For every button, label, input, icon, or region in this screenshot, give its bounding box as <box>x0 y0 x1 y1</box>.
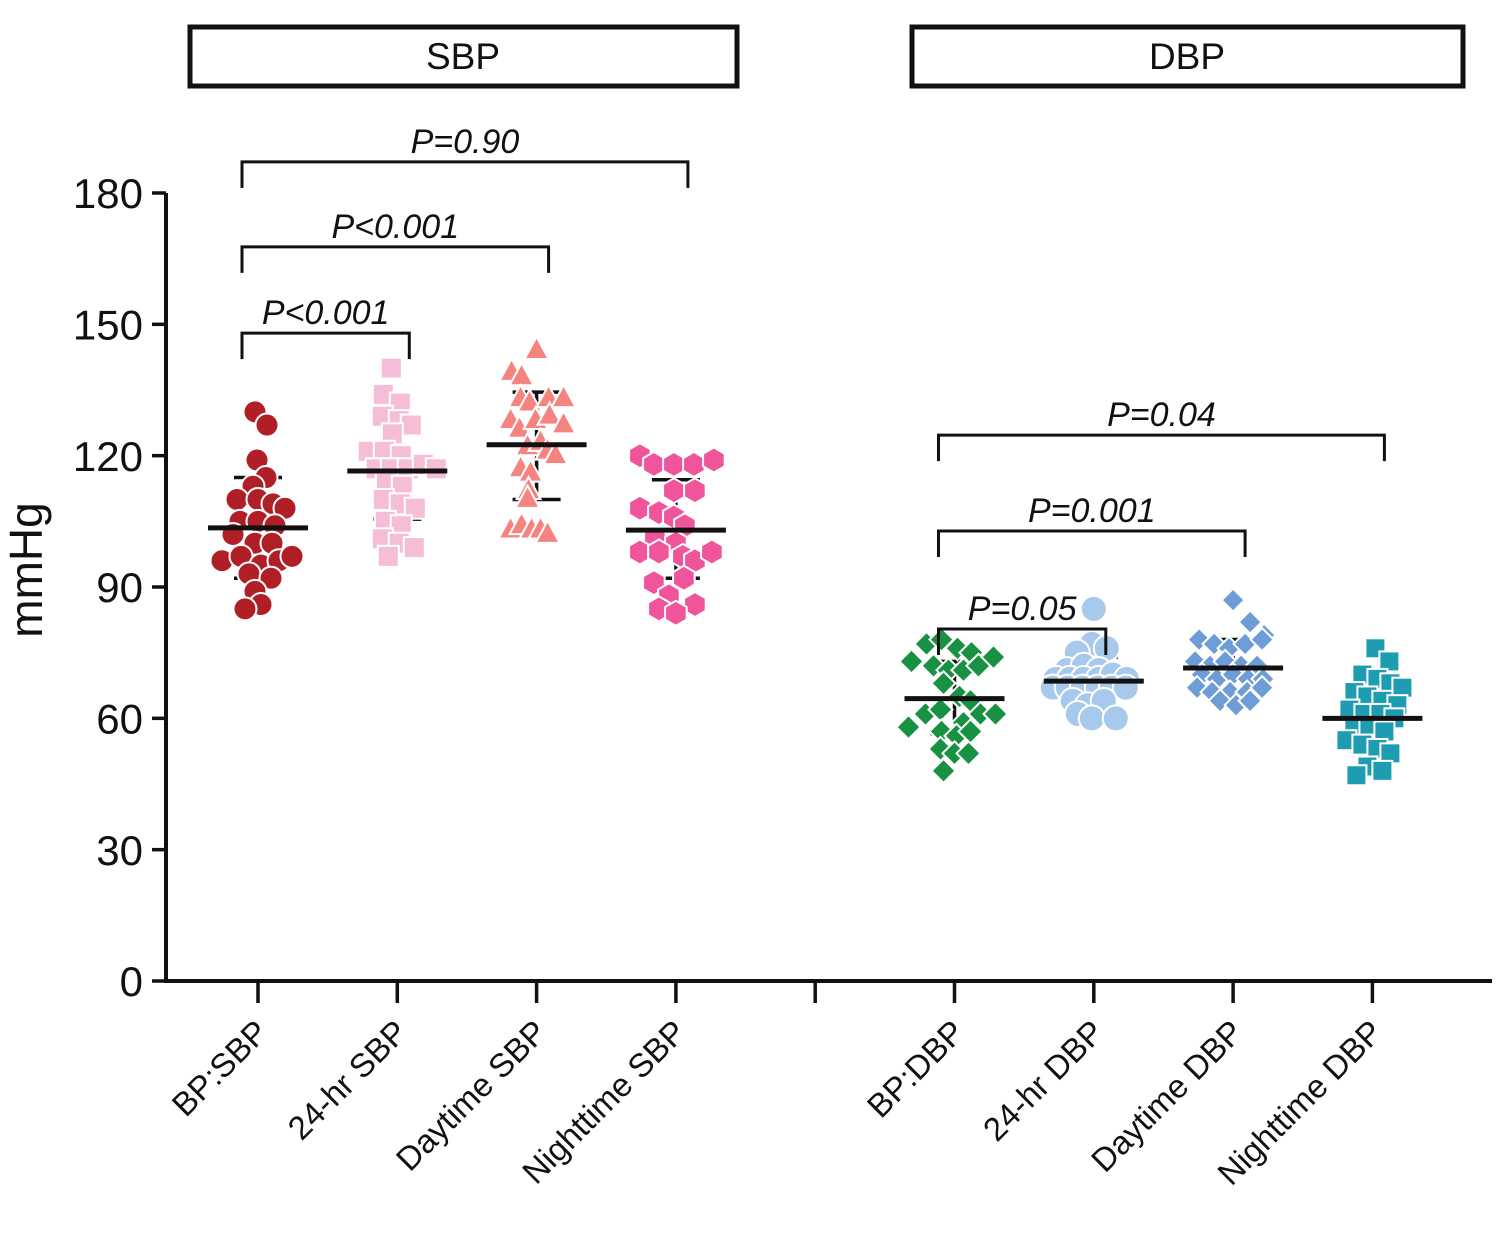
group-nighttime-sbp <box>625 442 726 627</box>
data-point <box>1077 704 1106 733</box>
data-point <box>682 450 706 479</box>
significance-bracket <box>937 627 1108 656</box>
data-point <box>1345 764 1368 787</box>
x-group-label: 24-hr SBP <box>280 1013 414 1147</box>
data-point <box>930 757 957 785</box>
data-point <box>647 538 671 566</box>
x-axis-ticks <box>256 981 1375 1003</box>
p-value-label: P<0.001 <box>262 294 390 332</box>
group-bp-sbp <box>208 399 308 622</box>
y-axis-ticks: 0 30 60 90 120 150 180 <box>73 170 166 1005</box>
data-point <box>533 518 562 544</box>
significance-brackets: P<0.001 P<0.001 P=0.90 P=0.05 P=0.001 P=0.04 <box>240 123 1386 656</box>
significance-bracket <box>240 160 690 188</box>
points <box>356 356 448 568</box>
data-point <box>1249 626 1276 653</box>
data-point <box>683 590 707 619</box>
points <box>209 399 305 622</box>
data-point <box>898 648 925 675</box>
points <box>496 334 578 544</box>
panel-headers: SBP DBP <box>187 24 1466 89</box>
y-tick-label: 120 <box>73 433 143 480</box>
data-point <box>254 412 280 438</box>
p-value-label: P=0.001 <box>1028 492 1156 530</box>
y-tick-label: 0 <box>120 958 143 1005</box>
y-tick-label: 30 <box>96 827 143 874</box>
group-24-hr-sbp <box>347 356 448 568</box>
data-point <box>513 483 542 509</box>
data-point <box>702 446 726 474</box>
data-point <box>1079 594 1108 623</box>
data-point <box>522 334 551 360</box>
points <box>895 626 1009 785</box>
y-tick-label: 150 <box>73 301 143 348</box>
data-point <box>664 599 688 627</box>
data-point <box>1237 687 1264 714</box>
group-daytime-sbp <box>486 334 587 544</box>
data-point <box>982 700 1009 728</box>
p-value-label: P<0.001 <box>331 208 459 246</box>
data-point <box>232 596 258 622</box>
data-point <box>379 356 403 380</box>
sbp-panel-box <box>187 24 740 89</box>
data-point <box>224 486 250 512</box>
data-point <box>1371 759 1394 782</box>
y-tick-label: 60 <box>96 695 143 742</box>
sbp-panel-title: SBP <box>426 36 500 77</box>
data-point <box>1237 609 1264 635</box>
data-point <box>700 538 724 566</box>
p-value-label: P=0.90 <box>411 123 520 161</box>
x-group-label: 24-hr DBP <box>976 1013 1111 1148</box>
significance-bracket <box>937 529 1247 557</box>
y-tick-label: 180 <box>73 170 143 217</box>
significance-bracket <box>240 245 551 273</box>
data-point <box>1249 674 1276 701</box>
p-value-label: P=0.05 <box>968 590 1077 628</box>
y-axis-title: mmHg <box>0 502 52 637</box>
data-point <box>402 536 426 560</box>
group-24-hr-dbp <box>1038 594 1144 733</box>
dbp-panel-title: DBP <box>1149 36 1225 77</box>
data-point <box>1378 650 1401 673</box>
dbp-panel-box <box>909 24 1466 89</box>
points <box>1182 587 1278 719</box>
data-point <box>895 713 922 741</box>
x-group-label: BP:DBP <box>860 1013 972 1125</box>
data-point <box>376 544 400 568</box>
group-bp-dbp <box>895 626 1009 785</box>
significance-bracket <box>240 331 411 360</box>
data-point <box>955 739 982 767</box>
p-value-label: P=0.04 <box>1107 396 1216 434</box>
data-point <box>662 450 686 479</box>
data-point <box>258 565 284 591</box>
data-point <box>403 496 427 520</box>
data-point <box>683 477 707 505</box>
points <box>1335 637 1414 787</box>
data-point <box>549 409 578 435</box>
data-point <box>662 477 686 505</box>
group-nighttime-dbp <box>1322 637 1423 787</box>
data-point <box>628 494 652 522</box>
data-point <box>535 400 564 426</box>
points <box>628 442 726 627</box>
data-point <box>980 643 1007 671</box>
data-point <box>672 564 696 592</box>
data-point <box>279 543 305 569</box>
data-point <box>642 450 666 479</box>
data-point <box>549 382 578 409</box>
x-group-label: BP:SBP <box>164 1013 274 1123</box>
data-point <box>399 413 423 437</box>
y-tick-label: 90 <box>96 564 143 611</box>
data-point <box>1101 704 1130 733</box>
data-point <box>1220 587 1247 614</box>
group-daytime-dbp <box>1182 587 1284 719</box>
data-point <box>930 669 957 697</box>
significance-bracket <box>937 433 1386 462</box>
data-point <box>541 439 570 466</box>
